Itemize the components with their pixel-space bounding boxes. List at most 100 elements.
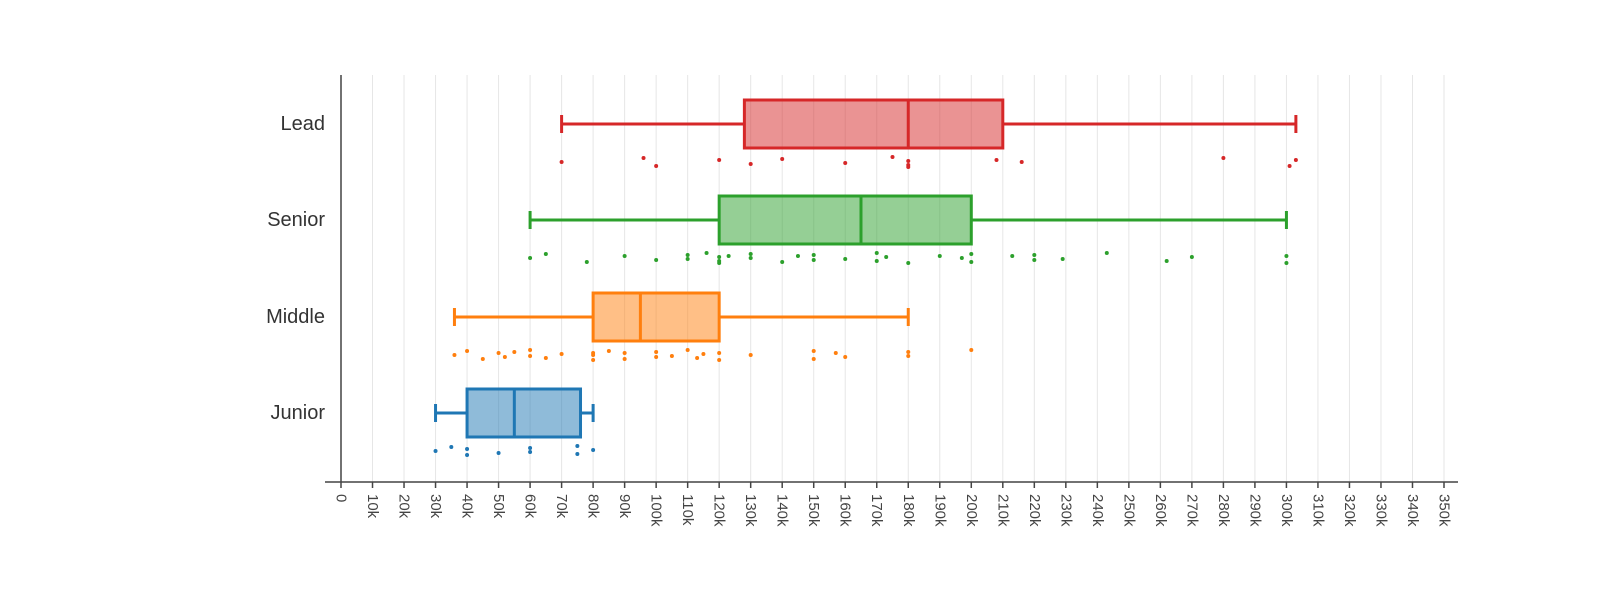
category-label-junior: Junior: [271, 402, 326, 424]
data-point: [969, 252, 974, 256]
x-tick-label: 70k: [553, 494, 570, 519]
data-point: [701, 352, 706, 356]
data-point: [717, 358, 722, 362]
x-tick-label: 320k: [1341, 494, 1358, 527]
x-tick-label: 230k: [1057, 494, 1074, 527]
x-tick-label: 210k: [994, 494, 1011, 527]
data-point: [748, 256, 753, 260]
data-point: [622, 357, 627, 361]
points-senior: [528, 251, 1289, 265]
data-point: [654, 355, 659, 359]
data-point: [937, 254, 942, 258]
x-tick-label: 120k: [711, 494, 728, 527]
x-tick-label: 220k: [1026, 494, 1043, 527]
x-tick-label: 150k: [805, 494, 822, 527]
box-senior: [528, 194, 1288, 246]
data-point: [480, 357, 485, 361]
box-junior: [434, 387, 595, 439]
data-point: [584, 260, 589, 264]
x-tick-label: 300k: [1278, 494, 1295, 527]
data-point: [906, 354, 911, 358]
data-point: [843, 355, 848, 359]
x-tick-label: 250k: [1120, 494, 1137, 527]
x-tick-label: 110k: [679, 494, 696, 526]
data-point: [528, 450, 533, 454]
data-point: [1104, 251, 1109, 255]
point-layer: [433, 155, 1298, 457]
data-point: [795, 254, 800, 258]
data-point: [654, 350, 659, 354]
x-tick-label: 60k: [522, 494, 539, 519]
data-point: [449, 445, 454, 449]
x-tick-label: 260k: [1152, 494, 1169, 527]
data-point: [654, 258, 659, 262]
data-point: [1284, 261, 1289, 265]
data-point: [780, 157, 785, 161]
x-tick-label: 160k: [837, 494, 854, 527]
data-point: [465, 453, 470, 457]
data-point: [669, 354, 674, 358]
data-point: [717, 255, 722, 259]
x-tick-label: 310k: [1309, 494, 1326, 527]
x-tick-label: 80k: [585, 494, 602, 519]
category-label-middle: Middle: [266, 306, 325, 328]
data-point: [591, 358, 596, 362]
box-middle: [452, 291, 910, 343]
x-tick-label: 10k: [364, 494, 381, 519]
data-point: [528, 446, 533, 450]
x-tick-label: 0: [333, 494, 350, 502]
data-point: [502, 355, 507, 359]
data-point: [906, 165, 911, 169]
axis-layer: [325, 75, 1458, 488]
data-point: [811, 253, 816, 257]
data-point: [1019, 160, 1024, 164]
points-lead: [559, 155, 1298, 169]
data-point: [811, 258, 816, 262]
data-point: [528, 348, 533, 352]
x-tick-label: 290k: [1246, 494, 1263, 527]
data-point: [685, 257, 690, 261]
data-point: [906, 159, 911, 163]
data-point: [543, 356, 548, 360]
x-tick-label: 30k: [427, 494, 444, 519]
data-point: [1293, 158, 1298, 162]
data-point: [433, 449, 438, 453]
data-point: [528, 354, 533, 358]
data-point: [748, 252, 753, 256]
data-point: [465, 447, 470, 451]
iqr-box: [717, 194, 973, 246]
data-point: [685, 348, 690, 352]
data-point: [559, 352, 564, 356]
data-point: [717, 261, 722, 265]
data-point: [622, 254, 627, 258]
data-point: [833, 351, 838, 355]
data-point: [1060, 257, 1065, 261]
data-point: [843, 257, 848, 261]
data-point: [994, 158, 999, 162]
x-tick-label: 190k: [931, 494, 948, 527]
data-point: [543, 252, 548, 256]
data-point: [969, 348, 974, 352]
x-tick-label: 130k: [742, 494, 759, 527]
data-point: [726, 254, 731, 258]
label-layer: 0 10k 20k 30k 40k 50k 60k 70k 80k 90k 100k 110k 120k…: [266, 113, 1452, 527]
data-point: [717, 351, 722, 355]
category-label-senior: Senior: [267, 209, 325, 231]
data-point: [465, 349, 470, 353]
data-point: [780, 260, 785, 264]
data-point: [748, 353, 753, 357]
data-point: [969, 260, 974, 264]
data-point: [641, 156, 646, 160]
data-point: [717, 158, 722, 162]
data-point: [1287, 164, 1292, 168]
data-point: [685, 253, 690, 257]
category-label-lead: Lead: [281, 113, 326, 135]
data-point: [843, 161, 848, 165]
x-tick-label: 240k: [1089, 494, 1106, 527]
box-layer: [434, 98, 1298, 439]
data-point: [512, 350, 517, 354]
data-point: [874, 259, 879, 263]
data-point: [496, 451, 501, 455]
